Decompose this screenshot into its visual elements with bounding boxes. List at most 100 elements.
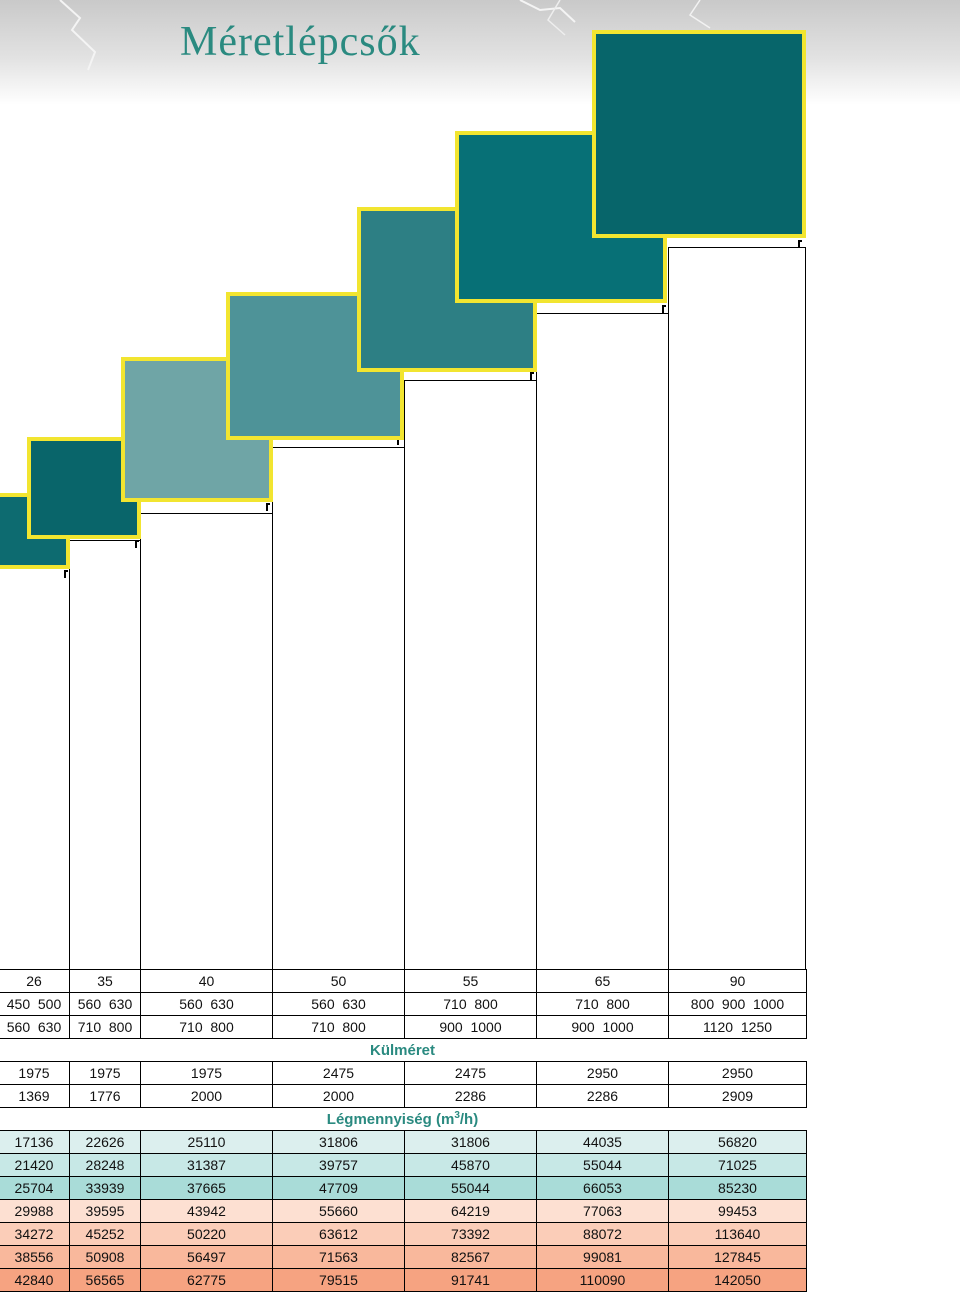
table-cell: 82567 (404, 1245, 537, 1269)
section-heading-row: Külméret (0, 1039, 807, 1062)
table-cell: 710 800 (536, 992, 669, 1016)
table-cell: 1975 (0, 1061, 70, 1085)
table-row-airflow: 38556 50908 56497 71563 82567 99081 127845 (0, 1245, 807, 1269)
table-cell: 2000 (140, 1084, 273, 1108)
table-cell: 71563 (272, 1245, 405, 1269)
table-cell: 2000 (272, 1084, 405, 1108)
table-cell: 31387 (140, 1153, 273, 1177)
table-row-airflow: 17136 22626 25110 31806 31806 44035 56820 (0, 1130, 807, 1154)
table-cell: 45870 (404, 1153, 537, 1177)
tick-mark (530, 372, 534, 380)
table-cell: 40 (140, 969, 273, 993)
table-cell: 47709 (272, 1176, 405, 1200)
column-frame-55 (404, 380, 537, 970)
table-cell: 26 (0, 969, 70, 993)
table-cell: 2950 (668, 1061, 807, 1085)
table-cell: 560 630 (0, 1015, 70, 1039)
column-frame-90 (668, 247, 806, 970)
table-cell: 800 900 1000 (668, 992, 807, 1016)
table-cell: 66053 (536, 1176, 669, 1200)
table-cell: 900 1000 (536, 1015, 669, 1039)
table-cell: 64219 (404, 1199, 537, 1223)
column-frame-50 (272, 447, 405, 970)
table-cell: 34272 (0, 1222, 70, 1246)
table-cell: 142050 (668, 1268, 807, 1292)
table-cell: 39757 (272, 1153, 405, 1177)
tick-mark (64, 570, 68, 578)
table-cell: 1975 (69, 1061, 141, 1085)
table-cell: 31806 (272, 1130, 405, 1154)
table-cell: 43942 (140, 1199, 273, 1223)
page-title: Méretlépcsők (180, 19, 421, 65)
section-heading-legmennyiseg: Légmennyiség (m3/h) (0, 1108, 807, 1131)
table-cell: 56820 (668, 1130, 807, 1154)
table-cell: 37665 (140, 1176, 273, 1200)
table-cell: 1975 (140, 1061, 273, 1085)
table-cell: 35 (69, 969, 141, 993)
table-cell: 44035 (536, 1130, 669, 1154)
table-cell: 56565 (69, 1268, 141, 1292)
table-cell: 55660 (272, 1199, 405, 1223)
table-cell: 1120 1250 (668, 1015, 807, 1039)
table-cell: 50220 (140, 1222, 273, 1246)
table-cell: 31806 (404, 1130, 537, 1154)
table-cell: 113640 (668, 1222, 807, 1246)
table-cell: 110090 (536, 1268, 669, 1292)
table-cell: 55044 (404, 1176, 537, 1200)
table-cell: 77063 (536, 1199, 669, 1223)
table-cell: 90 (668, 969, 807, 993)
table-cell: 62775 (140, 1268, 273, 1292)
table-cell: 25110 (140, 1130, 273, 1154)
table-cell: 560 630 (140, 992, 273, 1016)
section-heading-row: Légmennyiség (m3/h) (0, 1108, 807, 1131)
table-cell: 2286 (536, 1084, 669, 1108)
table-cell: 55 (404, 969, 537, 993)
section-heading-unit-suffix: /h) (459, 1111, 479, 1128)
column-frame-40 (140, 513, 273, 970)
table-row-dim-a: 450 500 560 630 560 630 560 630 710 800 … (0, 992, 807, 1016)
column-frame-65 (536, 313, 669, 970)
table-cell: 2286 (404, 1084, 537, 1108)
table-row-outer-a: 1975 1975 1975 2475 2475 2950 2950 (0, 1061, 807, 1085)
tick-mark (135, 540, 139, 548)
table-row-outer-b: 1369 1776 2000 2000 2286 2286 2909 (0, 1084, 807, 1108)
table-cell: 85230 (668, 1176, 807, 1200)
tick-mark (662, 305, 666, 313)
table-cell: 25704 (0, 1176, 70, 1200)
table-cell: 17136 (0, 1130, 70, 1154)
table-cell: 50 (272, 969, 405, 993)
column-frame-35 (69, 540, 141, 970)
section-heading-kulmeret: Külméret (369, 1041, 436, 1059)
table-cell: 88072 (536, 1222, 669, 1246)
table-cell: 2950 (536, 1061, 669, 1085)
table-cell: 91741 (404, 1268, 537, 1292)
table-cell: 45252 (69, 1222, 141, 1246)
table-cell: 29988 (0, 1199, 70, 1223)
table-row-airflow: 42840 56565 62775 79515 91741 110090 142050 (0, 1268, 807, 1292)
table-cell: 22626 (69, 1130, 141, 1154)
table-cell: 21420 (0, 1153, 70, 1177)
superscript-exponent: 3 (454, 1110, 460, 1121)
table-cell: 63612 (272, 1222, 405, 1246)
size-box-90 (592, 30, 806, 238)
table-cell: 1369 (0, 1084, 70, 1108)
tick-mark (798, 240, 802, 248)
table-cell: 28248 (69, 1153, 141, 1177)
table-cell: 450 500 (0, 992, 70, 1016)
table-cell: 50908 (69, 1245, 141, 1269)
table-cell: 710 800 (404, 992, 537, 1016)
table-cell: 99453 (668, 1199, 807, 1223)
table-cell: 79515 (272, 1268, 405, 1292)
table-cell: 1776 (69, 1084, 141, 1108)
table-cell: 99081 (536, 1245, 669, 1269)
table-cell: 2475 (404, 1061, 537, 1085)
table-cell: 2909 (668, 1084, 807, 1108)
table-cell: 710 800 (272, 1015, 405, 1039)
table-cell: 56497 (140, 1245, 273, 1269)
tick-mark (266, 503, 270, 511)
table-row-airflow: 25704 33939 37665 47709 55044 66053 85230 (0, 1176, 807, 1200)
table-cell: 127845 (668, 1245, 807, 1269)
table-cell: 710 800 (69, 1015, 141, 1039)
table-row-airflow: 21420 28248 31387 39757 45870 55044 71025 (0, 1153, 807, 1177)
section-heading-text: Légmennyiség (m (326, 1111, 455, 1128)
